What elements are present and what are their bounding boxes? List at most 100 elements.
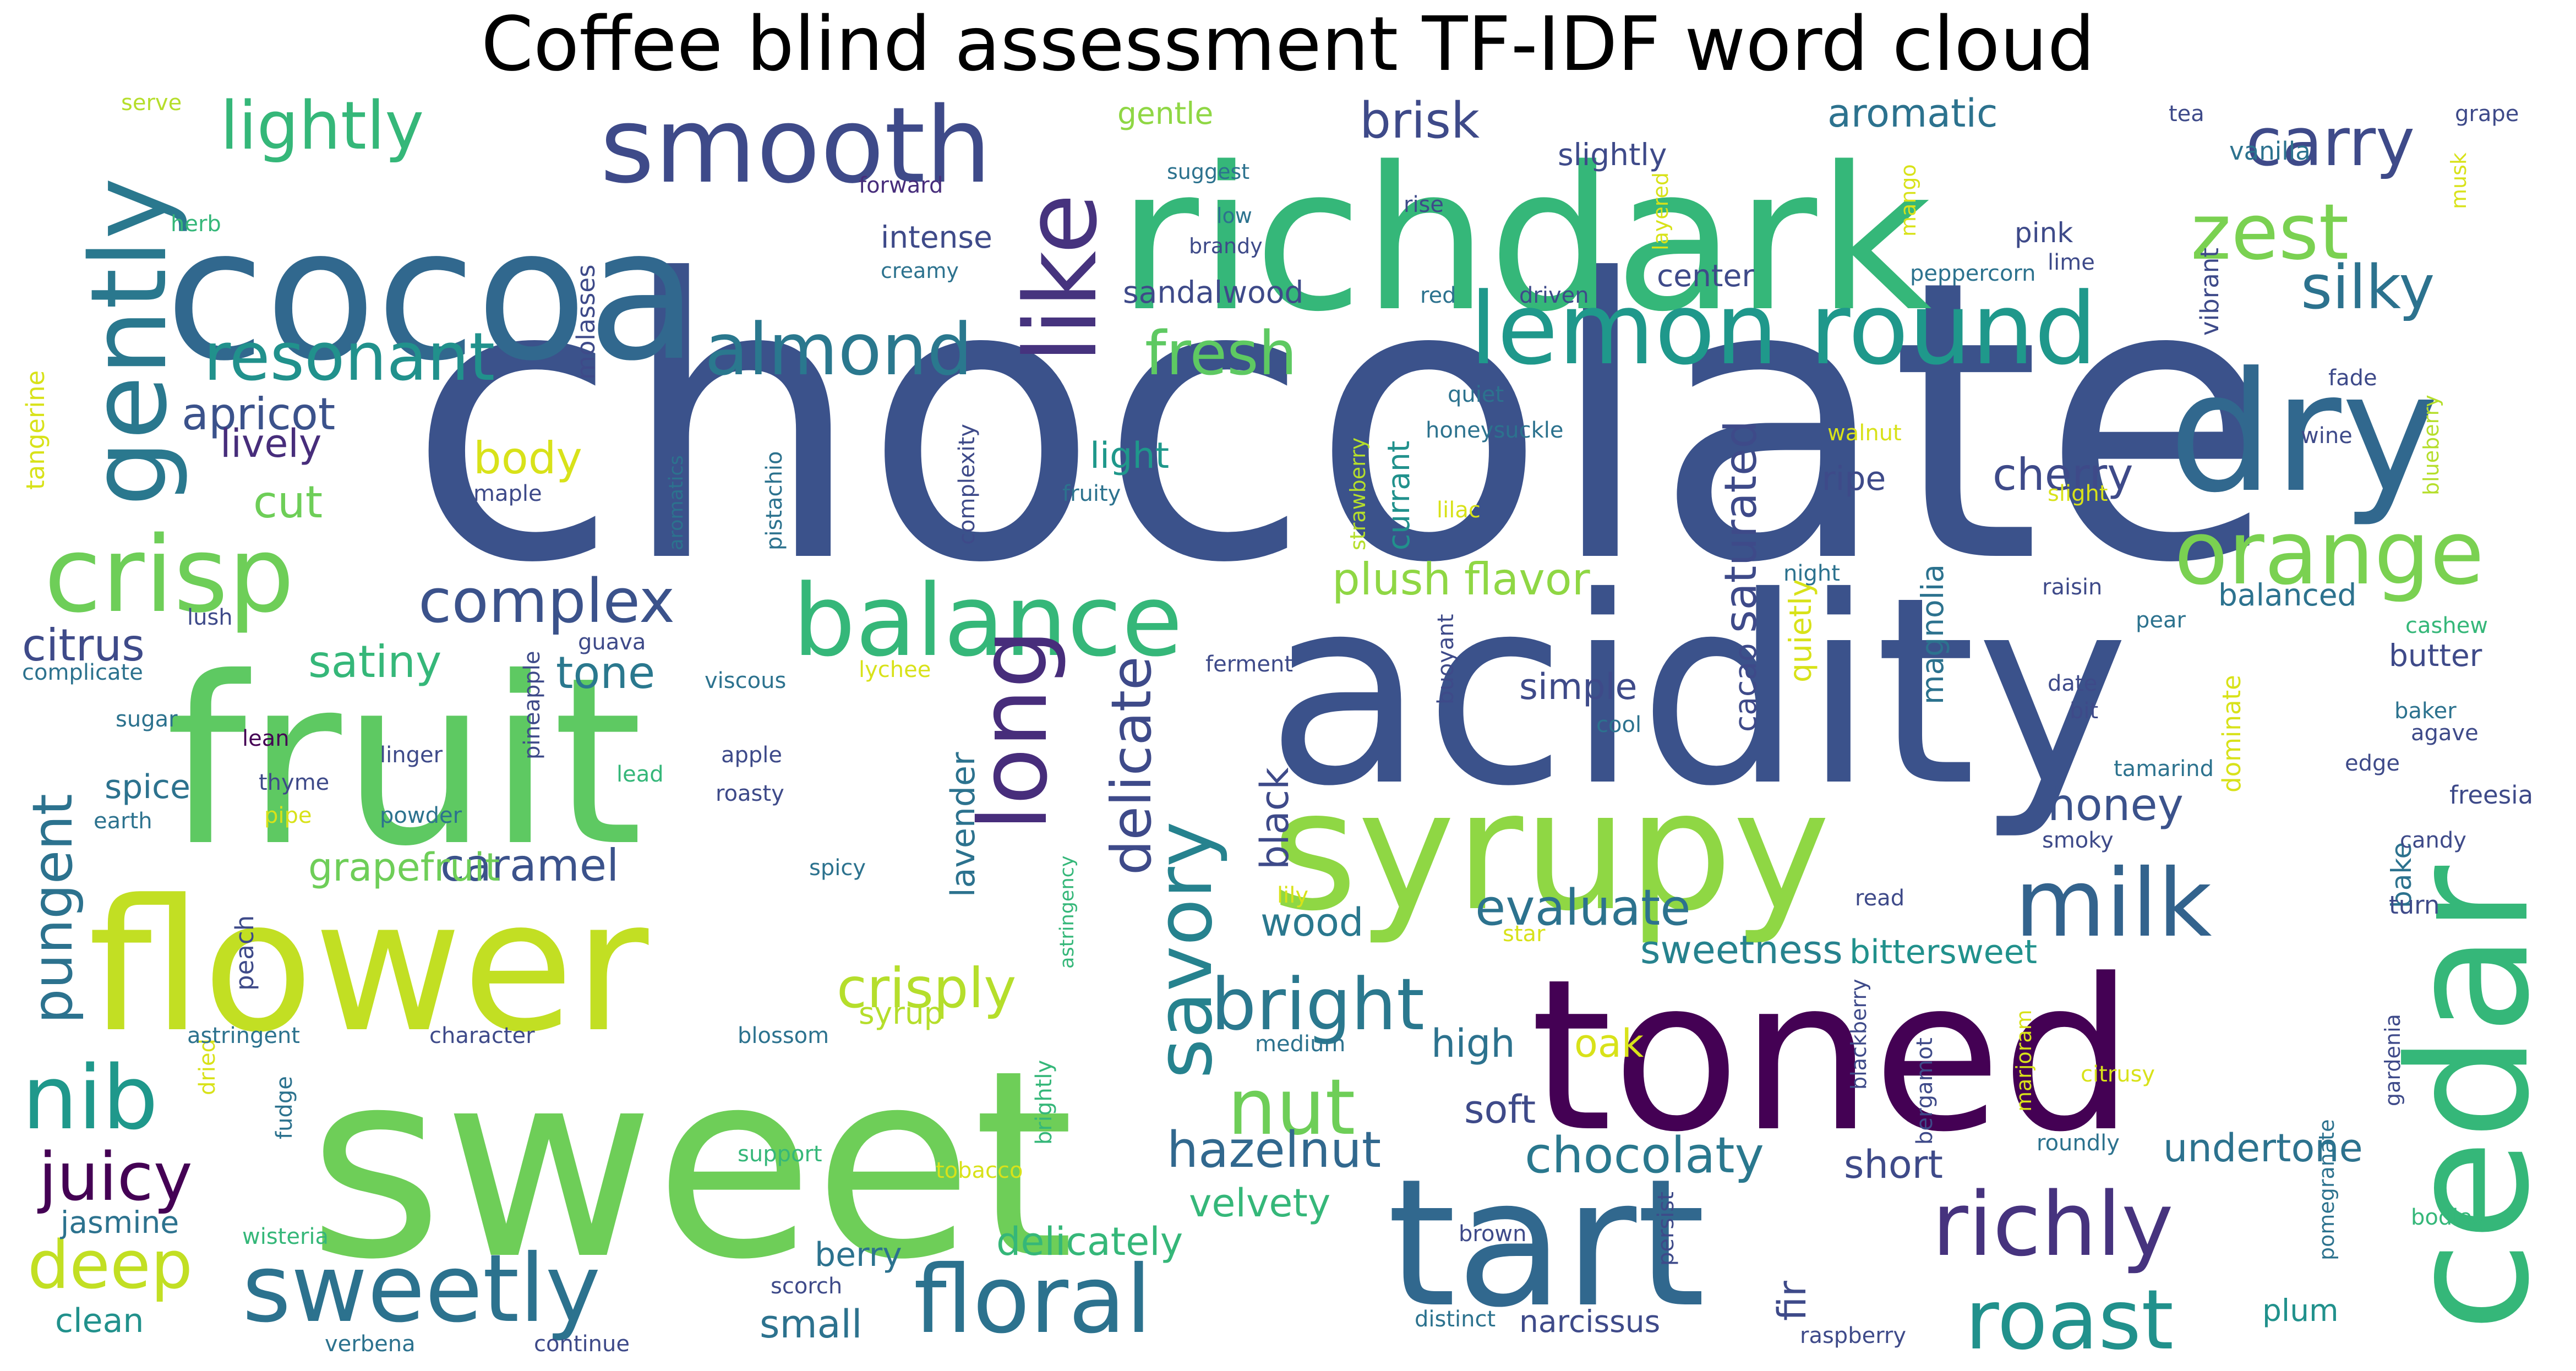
word-aromatics: aromatics [665,455,687,550]
word-deep: deep [28,1227,193,1304]
word-peach: peach [230,915,259,991]
word-lemon-round: lemon round [1470,272,2097,387]
word-fudge: fudge [272,1076,297,1139]
word-plum: plum [2262,1293,2339,1328]
word-silky: silky [2301,252,2435,323]
word-bodied: bodied [2411,1205,2486,1230]
word-astringent: astringent [187,1023,300,1048]
word-cedar: cedar [2373,864,2566,1332]
word-vanilla: vanilla [2229,136,2311,166]
word-carry: carry [2246,105,2415,181]
word-blueberry: blueberry [2419,395,2443,495]
word-clean: clean [55,1302,144,1340]
word-sweetness: sweetness [1640,927,1843,973]
word-buoyant: buoyant [1433,614,1459,704]
word-bright: bright [1211,963,1425,1046]
word-rise: rise [1404,192,1444,217]
word-cocoa: cocoa [165,189,698,401]
word-sandalwood: sandalwood [1123,275,1303,310]
word-forward: forward [859,173,943,198]
word-smooth: smooth [600,85,991,206]
word-persist: persist [1653,1192,1679,1266]
word-intense: intense [881,220,992,255]
word-brisk: brisk [1360,92,1480,150]
word-thyme: thyme [259,770,329,795]
word-complicate: complicate [22,660,143,685]
word-sweet: sweet [308,1015,1074,1316]
word-cherry: cherry [1993,449,2133,500]
word-driven: driven [1519,283,1589,308]
word-serve: serve [121,90,182,116]
word-balance: balance [793,564,1183,679]
word-pomegranate: pomegranate [2315,1119,2339,1260]
word-wood: wood [1260,900,1363,945]
word-wine: wine [2301,423,2353,449]
word-bake: bake [2386,842,2417,908]
word-lime: lime [2048,250,2095,275]
word-viscous: viscous [705,668,786,693]
word-undertone: undertone [2163,1126,2363,1171]
word-pineapple: pineapple [520,651,545,760]
word-pear: pear [2136,608,2186,633]
word-lightly: lightly [220,88,424,165]
word-chocolaty: chocolaty [1525,1127,1764,1184]
word-pistachio: pistachio [762,451,787,550]
word-raspberry: raspberry [1800,1323,1906,1348]
word-strawberry: strawberry [1346,438,1370,550]
word-oak: oak [1574,1021,1644,1066]
word-delicately: delicately [996,1219,1183,1264]
word-small: small [760,1302,862,1347]
word-layered: layered [1649,172,1673,250]
word-bittersweet: bittersweet [1849,933,2037,971]
word-syrupy: syrupy [1271,755,1830,947]
word-caramel: caramel [440,840,619,891]
word-savory: savory [1140,821,1230,1079]
word-cacao: cacao [1728,643,1763,732]
word-slightly: slightly [1558,137,1667,172]
word-high: high [1431,1021,1515,1066]
word-simple: simple [1519,667,1638,708]
word-candy: candy [2400,828,2466,853]
word-plush: plush [1332,554,1451,605]
word-orange: orange [2174,501,2484,604]
word-almond: almond [705,308,973,391]
word-linger: linger [380,742,443,768]
word-dried: dried [195,1039,220,1095]
word-crisp: crisp [44,514,294,636]
word-smoky: smoky [2042,828,2114,853]
word-satiny: satiny [308,636,441,687]
word-roundly: roundly [2037,1130,2120,1156]
word-flower: flower [88,861,651,1072]
word-balanced: balanced [2218,577,2356,613]
word-spicy: spicy [809,855,866,881]
word-lead: lead [616,762,664,787]
word-jasmine: jasmine [60,1205,179,1240]
word-fresh: fresh [1145,318,1297,389]
word-earth: earth [94,809,152,834]
word-honeysuckle: honeysuckle [1426,418,1564,443]
word-juicy: juicy [37,1139,193,1216]
word-tangerine: tangerine [21,370,50,490]
word-butter: butter [2389,638,2482,673]
word-mango: mango [1896,164,1920,237]
word-hazelnut: hazelnut [1167,1121,1381,1179]
word-citrus: citrus [22,620,145,671]
word-agave: agave [2411,720,2479,746]
word-read: read [1855,886,1904,911]
word-black: black [1252,767,1297,870]
word-gardenia: gardenia [2381,1014,2405,1106]
word-slight: slight [2048,481,2108,506]
word-flavor: flavor [1464,554,1590,605]
word-lilac: lilac [1437,498,1481,523]
word-apple: apple [721,742,782,768]
word-dominate: dominate [2217,675,2246,793]
chart-title: Coffee blind assessment TF-IDF word clou… [481,1,2095,88]
word-cool: cool [1596,712,1641,738]
word-guava: guava [578,630,646,655]
word-saturated: saturated [1715,420,1766,633]
word-richdark: richdark [1117,124,1932,355]
word-acidity: acidity [1266,542,2129,843]
word-crisply: crisply [837,956,1016,1020]
word-quiet: quiet [1448,382,1504,407]
word-pungent: pungent [20,794,85,1024]
